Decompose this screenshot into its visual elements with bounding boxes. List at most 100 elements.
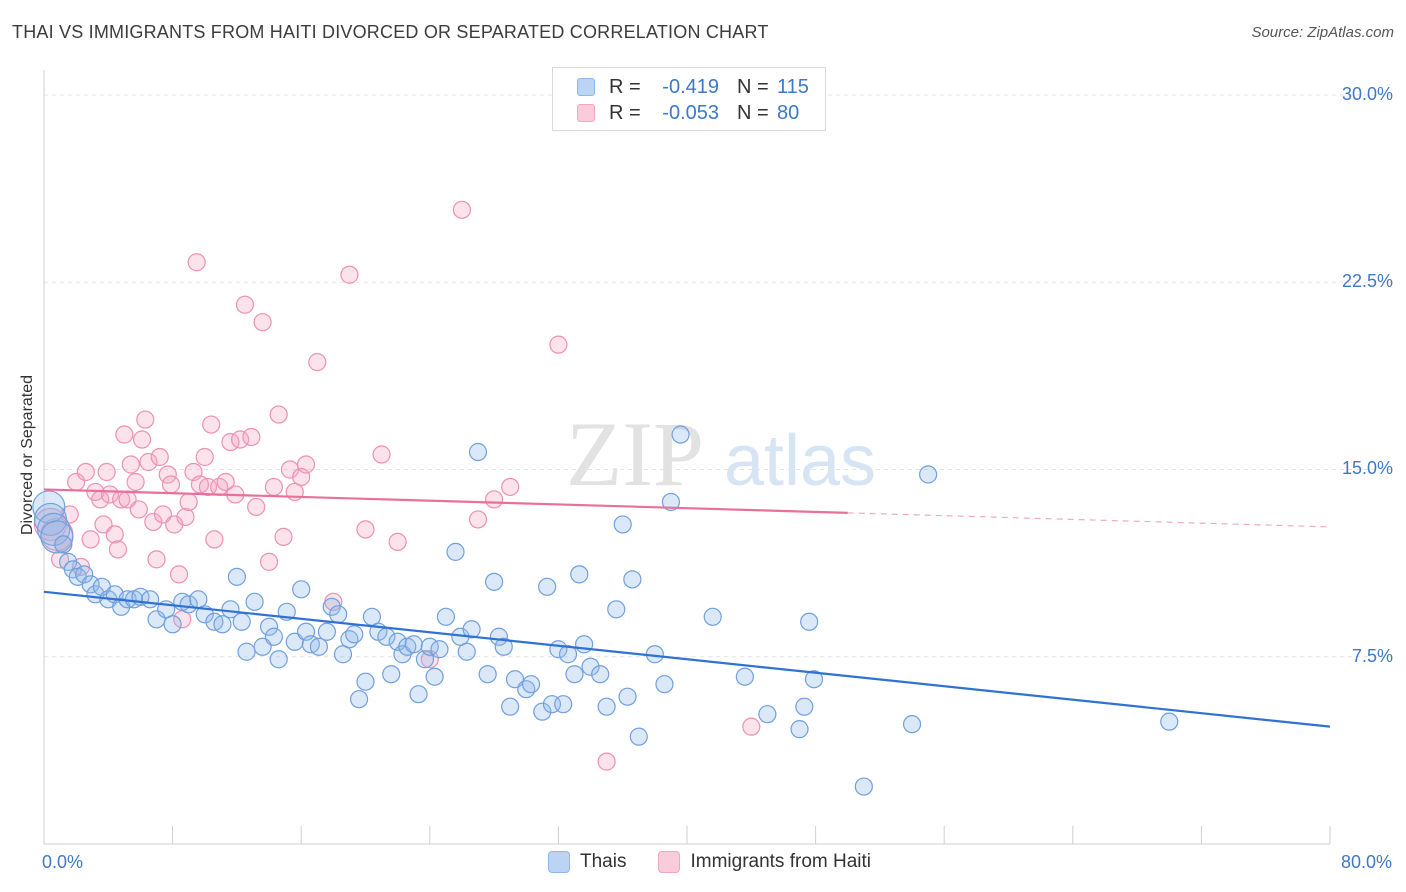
data-point xyxy=(549,335,568,354)
data-point xyxy=(340,265,359,284)
data-point xyxy=(242,427,261,447)
data-point xyxy=(409,685,428,704)
legend-label-haiti: Immigrants from Haiti xyxy=(690,851,871,872)
data-point xyxy=(655,675,674,694)
chart-title: THAI VS IMMIGRANTS FROM HAITI DIVORCED O… xyxy=(12,22,769,42)
data-point xyxy=(607,600,626,619)
data-point xyxy=(919,465,938,484)
data-point xyxy=(264,477,283,497)
data-point xyxy=(735,667,754,686)
trend-line-1 xyxy=(43,488,848,514)
r-value: -0.053 xyxy=(662,101,719,124)
data-point xyxy=(40,520,74,554)
data-point xyxy=(538,577,557,596)
data-point xyxy=(565,665,584,684)
data-point xyxy=(468,510,488,529)
y-tick-label: 15.0% xyxy=(1341,458,1393,479)
data-point xyxy=(356,672,375,691)
data-point xyxy=(800,612,819,631)
data-point xyxy=(147,550,166,569)
data-point xyxy=(105,525,124,544)
data-point xyxy=(274,527,293,546)
legend-item-haiti: Immigrants from Haiti xyxy=(658,851,871,873)
data-point xyxy=(425,667,444,686)
data-point xyxy=(462,620,481,639)
data-point xyxy=(232,612,251,631)
data-point xyxy=(420,650,439,669)
r-value: -0.419 xyxy=(662,75,719,98)
data-point xyxy=(169,565,189,584)
data-point xyxy=(195,447,214,467)
data-point xyxy=(591,665,610,684)
gridlines xyxy=(44,94,1395,658)
data-point xyxy=(521,675,541,694)
n-label: N = xyxy=(737,101,769,124)
r-label: R = xyxy=(609,101,641,124)
source-note: Source: ZipAtlas.com xyxy=(1251,24,1394,41)
data-point xyxy=(54,535,73,554)
data-point xyxy=(235,295,255,314)
data-point xyxy=(139,452,158,472)
correlation-legend: R = -0.419 N = 115 R = -0.053 N = 80 xyxy=(552,67,826,131)
data-point xyxy=(158,465,177,484)
data-point xyxy=(140,590,160,609)
thais-legend-swatch xyxy=(548,851,570,873)
legend-item-thais: Thais xyxy=(548,851,626,873)
trend-lines xyxy=(43,488,1331,728)
legend-label-thais: Thais xyxy=(580,851,627,872)
data-point xyxy=(144,512,163,532)
data-point xyxy=(742,717,761,736)
data-point xyxy=(81,530,100,549)
data-point xyxy=(452,200,472,219)
thais-swatch xyxy=(577,78,595,96)
legend-row-haiti: R = -0.053 N = 80 xyxy=(577,101,799,125)
data-point xyxy=(108,540,128,559)
data-point xyxy=(245,592,264,611)
data-point xyxy=(703,607,722,626)
data-point xyxy=(205,530,224,549)
data-point xyxy=(129,500,148,519)
data-point xyxy=(136,410,155,429)
data-point xyxy=(597,697,616,716)
data-point xyxy=(854,777,873,796)
data-point xyxy=(75,565,94,584)
data-point xyxy=(202,415,221,434)
x-tick-label: 0.0% xyxy=(42,852,84,872)
trend-line-extension-1 xyxy=(847,512,1331,528)
data-point xyxy=(1160,712,1179,731)
data-point xyxy=(485,572,504,591)
data-point xyxy=(501,477,520,497)
data-point xyxy=(253,313,272,332)
data-point xyxy=(179,492,198,512)
data-point xyxy=(150,447,169,467)
data-point xyxy=(317,622,337,641)
data-point xyxy=(356,520,375,539)
data-point xyxy=(213,615,232,634)
data-point xyxy=(629,727,648,746)
y-tick-label: 7.5% xyxy=(1351,645,1393,666)
data-point xyxy=(804,670,824,689)
axes xyxy=(43,70,1331,845)
x-tick-label: 80.0% xyxy=(1340,852,1392,872)
data-point xyxy=(76,462,95,482)
data-point xyxy=(372,445,391,464)
data-point xyxy=(618,687,637,706)
data-point xyxy=(333,645,353,664)
data-point xyxy=(671,425,690,444)
n-value: 80 xyxy=(777,101,800,124)
data-point xyxy=(575,635,594,654)
data-point xyxy=(597,752,616,771)
data-point xyxy=(292,580,311,599)
data-point xyxy=(478,665,497,684)
data-point xyxy=(176,507,195,527)
data-point xyxy=(517,680,536,699)
y-tick-label: 30.0% xyxy=(1341,83,1393,104)
watermark-zip: ZIP xyxy=(566,403,704,505)
data-point xyxy=(221,600,240,619)
data-point xyxy=(231,430,250,449)
data-point xyxy=(340,630,359,649)
r-label: R = xyxy=(609,75,641,98)
data-point xyxy=(501,697,520,716)
watermark-atlas: atlas xyxy=(724,421,876,501)
data-point xyxy=(795,697,814,716)
